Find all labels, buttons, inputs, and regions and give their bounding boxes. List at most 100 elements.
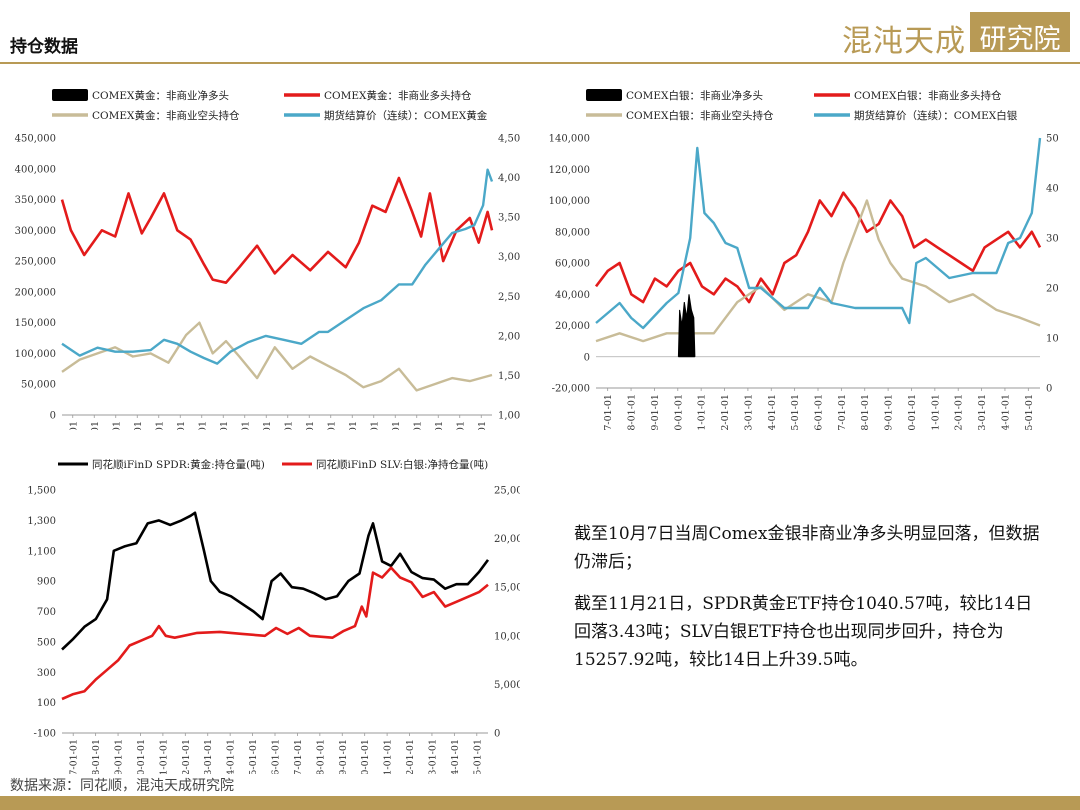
commentary-paragraph-2: 截至11月21日，SPDR黄金ETF持仓1040.57吨，较比14日回落3.43… [574,594,1033,670]
legend-label: COMEX黄金：非商业多头持仓 [324,89,472,102]
x-tick-label: 2017-01-01 [293,739,304,774]
x-tick-label: 2022-01-01 [405,739,416,774]
left-tick-label: 250,000 [15,257,56,268]
x-tick-label: 2022-07-01 [197,421,208,430]
logo-badge-text: 研究院 [979,24,1061,55]
left-tick-label: 40,000 [555,290,590,301]
left-tick-label: 60,000 [555,259,590,270]
series-line-red [594,191,1042,304]
left-tick-label: 0 [50,411,56,422]
chart-comex-silver-positions: -20,000 0 20,000 40,000 60,000 80,000 100,000 1… [549,89,1059,430]
right-tick-label: 25,000 [494,486,520,497]
x-tick-label: 2023-01-01 [240,421,251,430]
legend-label: COMEX白银：非商业空头持仓 [626,109,774,122]
legend-label: COMEX黄金：非商业净多头 [92,89,229,102]
legend-label: 同花顺iFinD SLV:白银:净持仓量(吨) [316,458,488,471]
left-tick-label: 900 [37,577,56,588]
legend-swatch-box [52,89,88,101]
legend-label: 期货结算价（连续）：COMEX白银 [854,109,1018,122]
x-tick-label: 2024-01-01 [1000,394,1011,430]
legend-swatch-box [586,89,622,101]
legend-label: 同花顺iFinD SPDR:黄金:持仓量(吨) [92,458,265,471]
x-tick-label: 2019-01-01 [884,394,895,430]
left-tick-label: 300 [37,668,56,679]
x-tick-label: 2024-01-01 [450,739,461,774]
right-tick-label: 4,000 [498,173,520,184]
left-tick-label: 0 [584,352,590,363]
legend-label: 期货结算价（连续）：COMEX黄金 [324,109,488,122]
header: 持仓数据 混沌天成 研究院 [0,0,1080,66]
left-tick-label: 200,000 [15,287,56,298]
x-tick-label: 2021-04-01 [90,421,101,430]
x-tick-label: 2017-01-01 [837,394,848,430]
x-tick-label: 2013-01-01 [743,394,754,430]
right-tick-label: 2,500 [498,292,520,303]
chart-comex-gold-positions: 0 50,000 100,000 150,000 200,000 250,000 300,0… [15,89,520,430]
x-tick-label: 2025-07-01 [455,421,466,430]
x-tick-label: 2020-01-01 [907,394,918,430]
series-line-red [60,176,494,284]
left-tick-label: -20,000 [552,384,590,395]
left-tick-label: 150,000 [15,318,56,329]
x-tick-label: 2021-10-01 [133,421,144,430]
right-tick-label: 10,000 [494,631,520,642]
right-tick-label: 3,000 [498,252,520,263]
commentary-text: 截至10月7日当周Comex金银非商业净多头明显回落，但数据仍滞后； 截至11月… [574,520,1044,688]
x-tick-label: 2021-01-01 [383,739,394,774]
left-tick-label: 120,000 [549,165,590,176]
legend-label: COMEX白银：非商业净多头 [626,89,763,102]
x-tick-label: 2023-01-01 [427,739,438,774]
x-tick-label: 2024-10-01 [391,421,402,430]
x-tick-label: 2009-01-01 [114,739,125,774]
x-tick-label: 2008-01-01 [627,394,638,430]
x-tick-label: 2010-01-01 [673,394,684,430]
right-tick-label: 40 [1046,184,1059,195]
x-tick-label: 2023-07-01 [283,421,294,430]
right-tick-label: 1,500 [498,371,520,382]
series-area-net-long [677,294,696,358]
left-tick-label: 500 [37,637,56,648]
left-tick-label: 400,000 [15,164,56,175]
left-tick-label: 20,000 [555,321,590,332]
x-tick-label: 2024-07-01 [369,421,380,430]
header-divider [0,62,1080,64]
x-tick-label: 2009-01-01 [650,394,661,430]
left-tick-label: 700 [37,607,56,618]
left-tick-label: 140,000 [549,134,590,145]
x-tick-label: 2014-01-01 [767,394,778,430]
right-tick-label: 2,000 [498,331,520,342]
series-line-blue [595,137,1042,330]
left-tick-label: -100 [34,729,56,740]
page-title: 持仓数据 [10,37,78,57]
x-tick-label: 2016-01-01 [814,394,825,430]
right-tick-label: 10 [1046,334,1059,345]
legend-label: COMEX黄金：非商业空头持仓 [92,109,240,122]
x-tick-label: 2016-01-01 [271,739,282,774]
x-tick-label: 2022-10-01 [219,421,230,430]
left-tick-label: 50,000 [21,380,56,391]
x-tick-label: 2014-01-01 [226,739,237,774]
right-tick-label: 50 [1046,134,1059,145]
x-tick-label: 2024-01-01 [326,421,337,430]
x-tick-label: 2015-01-01 [790,394,801,430]
series-line-khaki [61,321,493,392]
right-tick-label: 20,000 [494,534,520,545]
commentary-paragraph-1: 截至10月7日当周Comex金银非商业净多头明显回落，但数据仍滞后； [574,524,1040,572]
left-tick-label: 100,000 [15,349,56,360]
right-tick-label: 3,500 [498,213,520,224]
left-tick-label: 1,100 [27,546,56,557]
x-tick-label: 2007-01-01 [603,394,614,430]
right-tick-label: 30 [1046,234,1059,245]
x-tick-label: 2011-01-01 [697,394,708,430]
x-tick-label: 2022-04-01 [176,421,187,430]
source-note: 数据来源：同花顺，混沌天成研究院 [10,778,234,794]
x-tick-label: 2023-01-01 [977,394,988,430]
logo-main-text: 混沌天成 [842,24,966,59]
right-tick-label: 0 [494,729,500,740]
brand-logo: 混沌天成 研究院 [842,10,1072,59]
left-tick-label: 450,000 [15,134,56,145]
x-tick-label: 2022-01-01 [954,394,965,430]
x-tick-label: 2010-01-01 [136,739,147,774]
left-tick-label: 300,000 [15,226,56,237]
x-tick-label: 2013-01-01 [203,739,214,774]
